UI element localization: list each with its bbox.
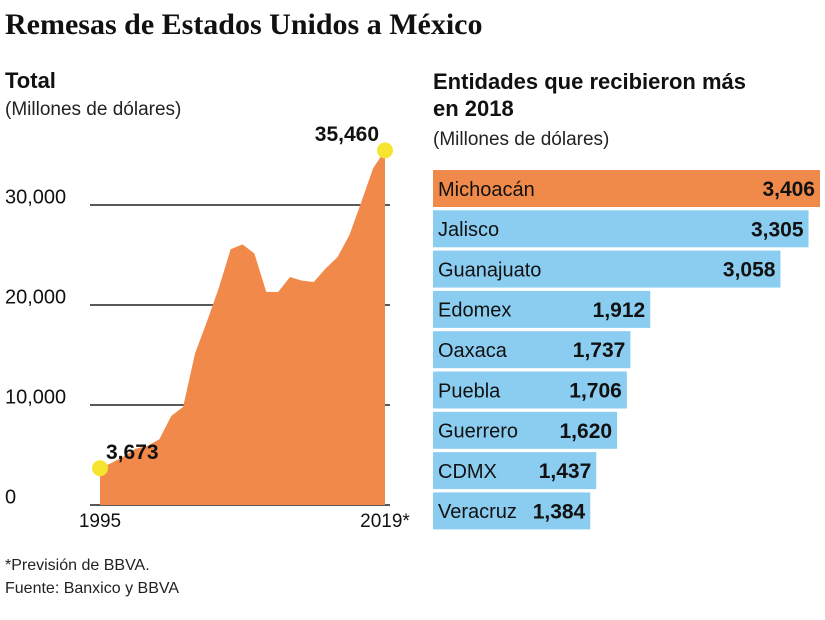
data-label: 1,737: [573, 339, 626, 362]
category-label: Guanajuato: [438, 259, 541, 281]
chart-subtitle: (Millones de dólares): [5, 99, 182, 120]
y-tick-label: 30,000: [5, 186, 66, 208]
bar: [433, 371, 627, 409]
chart-subtitle: (Millones de dólares): [433, 129, 610, 150]
data-label: 3,305: [751, 218, 804, 241]
data-label: 3,673: [106, 441, 159, 464]
y-tick-label: 0: [5, 486, 16, 508]
bar: [433, 170, 820, 207]
category-label: Jalisco: [438, 219, 499, 241]
bar: [433, 250, 781, 288]
category-label: Oaxaca: [438, 340, 508, 362]
category-label: Guerrero: [438, 421, 518, 443]
category-label: Veracruz: [438, 501, 517, 523]
data-label: 3,406: [762, 178, 815, 201]
x-tick-label: 1995: [79, 511, 121, 532]
marker: [92, 460, 108, 477]
category-label: Michoacán: [438, 179, 535, 201]
category-label: CDMX: [438, 461, 497, 483]
y-tick-label: 10,000: [5, 386, 66, 408]
data-label: 35,460: [315, 123, 379, 146]
marker: [377, 142, 393, 159]
bar: [433, 452, 597, 490]
area: [100, 150, 385, 505]
chart-title: Entidades que recibieron más en 2018: [433, 69, 746, 121]
category-label: Puebla: [438, 380, 501, 402]
page-title: Remesas de Estados Unidos a México: [5, 8, 483, 41]
data-label: 3,058: [723, 259, 776, 282]
data-label: 1,912: [593, 299, 646, 322]
source: Fuente: Banxico y BBVA: [5, 580, 180, 597]
bar: [433, 210, 809, 248]
chart-title: Total: [5, 68, 56, 93]
x-tick-label: 2019*: [360, 511, 410, 532]
bar: [433, 331, 631, 369]
data-label: 1,706: [569, 380, 622, 403]
y-tick-label: 20,000: [5, 286, 66, 308]
data-label: 1,384: [533, 500, 586, 523]
data-label: 1,620: [560, 420, 613, 443]
bar: [433, 492, 591, 530]
data-label: 1,437: [539, 460, 592, 483]
bar: [433, 411, 618, 449]
footnote: *Previsión de BBVA.: [5, 557, 150, 574]
bar: [433, 290, 651, 328]
category-label: Edomex: [438, 300, 511, 322]
